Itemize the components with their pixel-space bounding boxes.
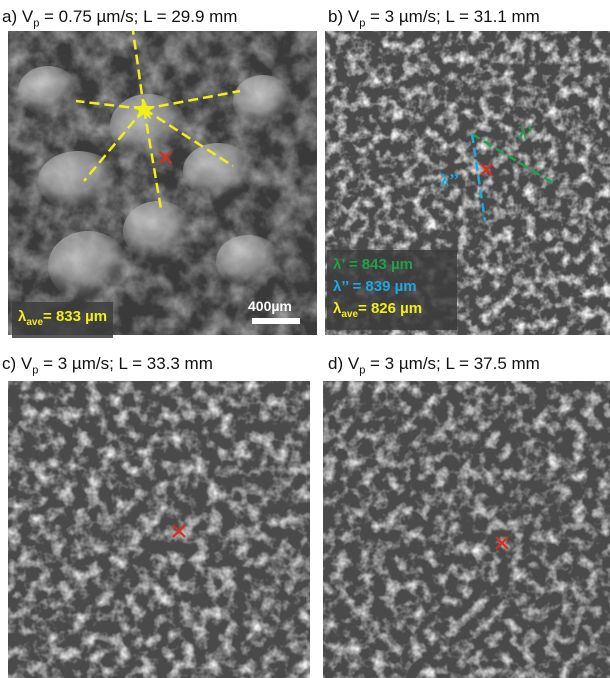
panel-b-red-x xyxy=(480,163,493,176)
panel-c-title-sub: p xyxy=(32,364,39,377)
panel-d-title: d) Vp = 3 µm/s; L = 37.5 mm xyxy=(328,354,540,380)
scale-bar-label: 400µm xyxy=(248,298,292,314)
panel-a-svg xyxy=(8,31,317,335)
panel-b-lambda-sub: ave xyxy=(341,309,359,320)
panel-d-title-prefix: d) V xyxy=(328,354,360,373)
panel-a-title-sub: p xyxy=(33,17,40,30)
panel-d-title-suffix: = 3 µm/s; L = 37.5 mm xyxy=(365,354,540,373)
panel-b-lambda-dprime-row: λ’’ = 839 µm xyxy=(333,276,451,298)
panel-c-title: c) Vp = 3 µm/s; L = 33.3 mm xyxy=(2,354,213,380)
scale-bar xyxy=(252,318,300,324)
panel-b-lambda-prime-row: λ’ = 843 µm xyxy=(333,254,451,276)
panel-c-svg xyxy=(8,381,310,678)
panel-a-title: a) Vp = 0.75 µm/s; L = 29.9 mm xyxy=(2,7,237,33)
panel-c-micrograph xyxy=(8,381,310,678)
panel-b-lambda-ave-row: λave= 826 µm xyxy=(333,298,451,326)
panel-b-svg: λ’ λ’’ xyxy=(325,31,610,335)
panel-c-title-prefix: c) V xyxy=(2,354,33,373)
panel-b-lambda-box: λ’ = 843 µm λ’’ = 839 µm λave= 826 µm xyxy=(327,250,457,330)
panel-b-lambda-ave-value: = 826 µm xyxy=(358,300,423,317)
panel-b-lambda-prime-value: = 843 µm xyxy=(348,256,413,273)
panel-b-title: b) Vp = 3 µm/s; L = 31.1 mm xyxy=(328,7,540,33)
panel-b-title-prefix: b) V xyxy=(328,7,360,26)
panel-b-cyan-line xyxy=(470,133,487,222)
panel-b-micrograph: λ’ λ’’ xyxy=(325,31,610,335)
panel-c-red-x xyxy=(172,524,186,538)
panel-a-micrograph xyxy=(8,31,317,335)
panel-b-lambda-prime-label: λ’ xyxy=(333,256,345,273)
panel-c-title-suffix: = 3 µm/s; L = 33.3 mm xyxy=(38,354,213,373)
panel-d-svg xyxy=(323,381,610,678)
panel-a-yellow-star xyxy=(75,31,241,210)
panel-a-title-prefix: a) V xyxy=(2,7,34,26)
panel-d-red-x xyxy=(495,536,509,550)
panel-a-lambda-box: λave= 833 µm xyxy=(12,302,114,338)
panel-a-lambda-sub: ave xyxy=(26,317,44,328)
panel-b-lambda-dprime-label: λ’’ xyxy=(333,278,349,295)
panel-a-lambda-symbol: λ xyxy=(18,308,27,325)
panel-a-red-x xyxy=(159,151,172,164)
panel-b-lambda-dprime-value: = 839 µm xyxy=(352,278,417,295)
panel-a-lambda-value: = 833 µm xyxy=(43,308,108,325)
panel-b-annot-prime: λ’ xyxy=(518,123,533,143)
panel-d-title-sub: p xyxy=(359,364,366,377)
panel-b-title-sub: p xyxy=(359,17,366,30)
panel-b-green-line xyxy=(471,132,554,185)
panel-b-lambda-symbol: λ xyxy=(333,300,342,317)
panel-b-title-suffix: = 3 µm/s; L = 31.1 mm xyxy=(365,7,540,26)
panel-b-annot-dprime: λ’’ xyxy=(440,170,460,190)
panel-a-title-suffix: = 0.75 µm/s; L = 29.9 mm xyxy=(39,7,238,26)
panel-d-micrograph xyxy=(323,381,610,678)
